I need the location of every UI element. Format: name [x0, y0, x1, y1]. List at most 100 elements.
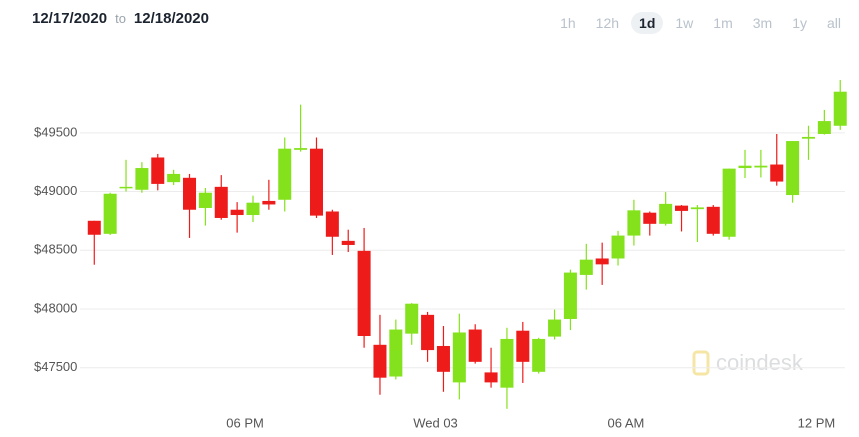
x-tick-label: 12 PM — [798, 415, 836, 430]
candle — [801, 125, 816, 160]
range-button[interactable]: 1y — [792, 15, 807, 31]
candle-body — [341, 240, 355, 245]
candle — [532, 337, 546, 374]
candle-body — [198, 192, 212, 208]
range-button[interactable]: 3m — [752, 15, 773, 31]
candle-body — [563, 272, 577, 319]
candle — [754, 149, 768, 178]
candle-body — [643, 212, 657, 224]
x-tick-label: 06 AM — [608, 415, 645, 430]
candle-body — [690, 207, 704, 210]
candle — [119, 159, 133, 192]
candle-body — [833, 91, 847, 126]
candle — [357, 227, 371, 348]
candle — [675, 205, 689, 232]
candle — [548, 309, 562, 340]
candle — [722, 168, 736, 240]
y-tick-label: $49000 — [34, 183, 77, 198]
candle-body — [801, 136, 816, 139]
range-button[interactable]: 1d — [631, 12, 664, 34]
range-selector: 1h 12h 1d 1w 1m 3m 1y all — [552, 12, 849, 34]
candle — [770, 133, 784, 186]
candle — [611, 230, 625, 266]
candle-body — [468, 329, 482, 362]
candle-body — [373, 344, 387, 378]
range-button[interactable]: 1w — [675, 15, 694, 31]
candle — [627, 199, 641, 246]
watermark: coindesk — [692, 350, 804, 376]
candle-body — [278, 148, 292, 200]
range-button[interactable]: 1h — [560, 15, 576, 31]
to-date: 12/18/2020 — [133, 10, 209, 27]
candle-body — [706, 206, 720, 234]
range-button[interactable]: 1m — [713, 15, 733, 31]
candle-body — [532, 338, 546, 372]
candle — [214, 175, 228, 220]
range-button[interactable]: 12h — [595, 15, 620, 31]
candle-body — [817, 121, 831, 134]
candle-body — [119, 186, 133, 189]
date-range: 12/17/2020 to 12/18/2020 — [32, 10, 209, 27]
candle-body — [484, 372, 498, 383]
candle-body — [627, 210, 641, 236]
candle-body — [167, 173, 181, 183]
candle-body — [595, 258, 609, 265]
to-word: to — [115, 11, 126, 26]
candle — [389, 319, 403, 380]
candle — [246, 195, 260, 223]
candle-body — [611, 235, 625, 259]
candle-body — [548, 319, 562, 337]
candle-body — [659, 203, 673, 224]
candle-body — [325, 211, 339, 237]
candle — [484, 347, 498, 388]
x-tick-label: 06 PM — [226, 415, 264, 430]
candle — [643, 211, 657, 236]
candle-body — [579, 259, 593, 275]
candle-body — [214, 186, 228, 218]
candle-body — [738, 165, 752, 169]
candle-body — [357, 250, 371, 336]
candle — [452, 313, 466, 400]
candle — [421, 311, 435, 362]
candle-body — [103, 193, 117, 234]
watermark-text: coindesk — [716, 350, 804, 375]
range-button[interactable]: all — [826, 15, 841, 31]
candle-body — [87, 220, 101, 235]
candle-body — [452, 332, 466, 383]
candle — [817, 109, 831, 135]
candle — [103, 192, 117, 235]
candle — [563, 269, 577, 331]
candle — [167, 169, 181, 186]
candle — [436, 326, 450, 392]
candle-body — [500, 338, 514, 388]
candle-body — [389, 329, 403, 377]
candle-body — [722, 168, 736, 237]
candle — [230, 202, 244, 233]
candle-body — [262, 200, 276, 205]
y-tick-label: $48000 — [34, 300, 77, 315]
from-date: 12/17/2020 — [32, 10, 108, 27]
candle — [325, 209, 339, 255]
candle-body — [516, 330, 530, 362]
candle-body — [246, 202, 260, 216]
candle — [135, 162, 149, 193]
y-tick-label: $47500 — [34, 359, 77, 374]
candle-body — [436, 345, 450, 372]
candle-body — [135, 168, 149, 190]
y-tick-label: $49500 — [34, 124, 77, 139]
candle — [786, 141, 800, 203]
candle — [373, 314, 387, 395]
candle-body — [421, 314, 435, 351]
candle-body — [754, 165, 768, 168]
candle — [579, 243, 593, 290]
candle-body — [770, 164, 784, 182]
x-tick-label: Wed 03 — [413, 415, 458, 430]
candle — [341, 229, 355, 253]
candle-body — [230, 209, 244, 216]
candle — [151, 153, 165, 191]
candle — [833, 79, 847, 130]
candle-body — [405, 303, 419, 334]
candle — [516, 321, 530, 383]
